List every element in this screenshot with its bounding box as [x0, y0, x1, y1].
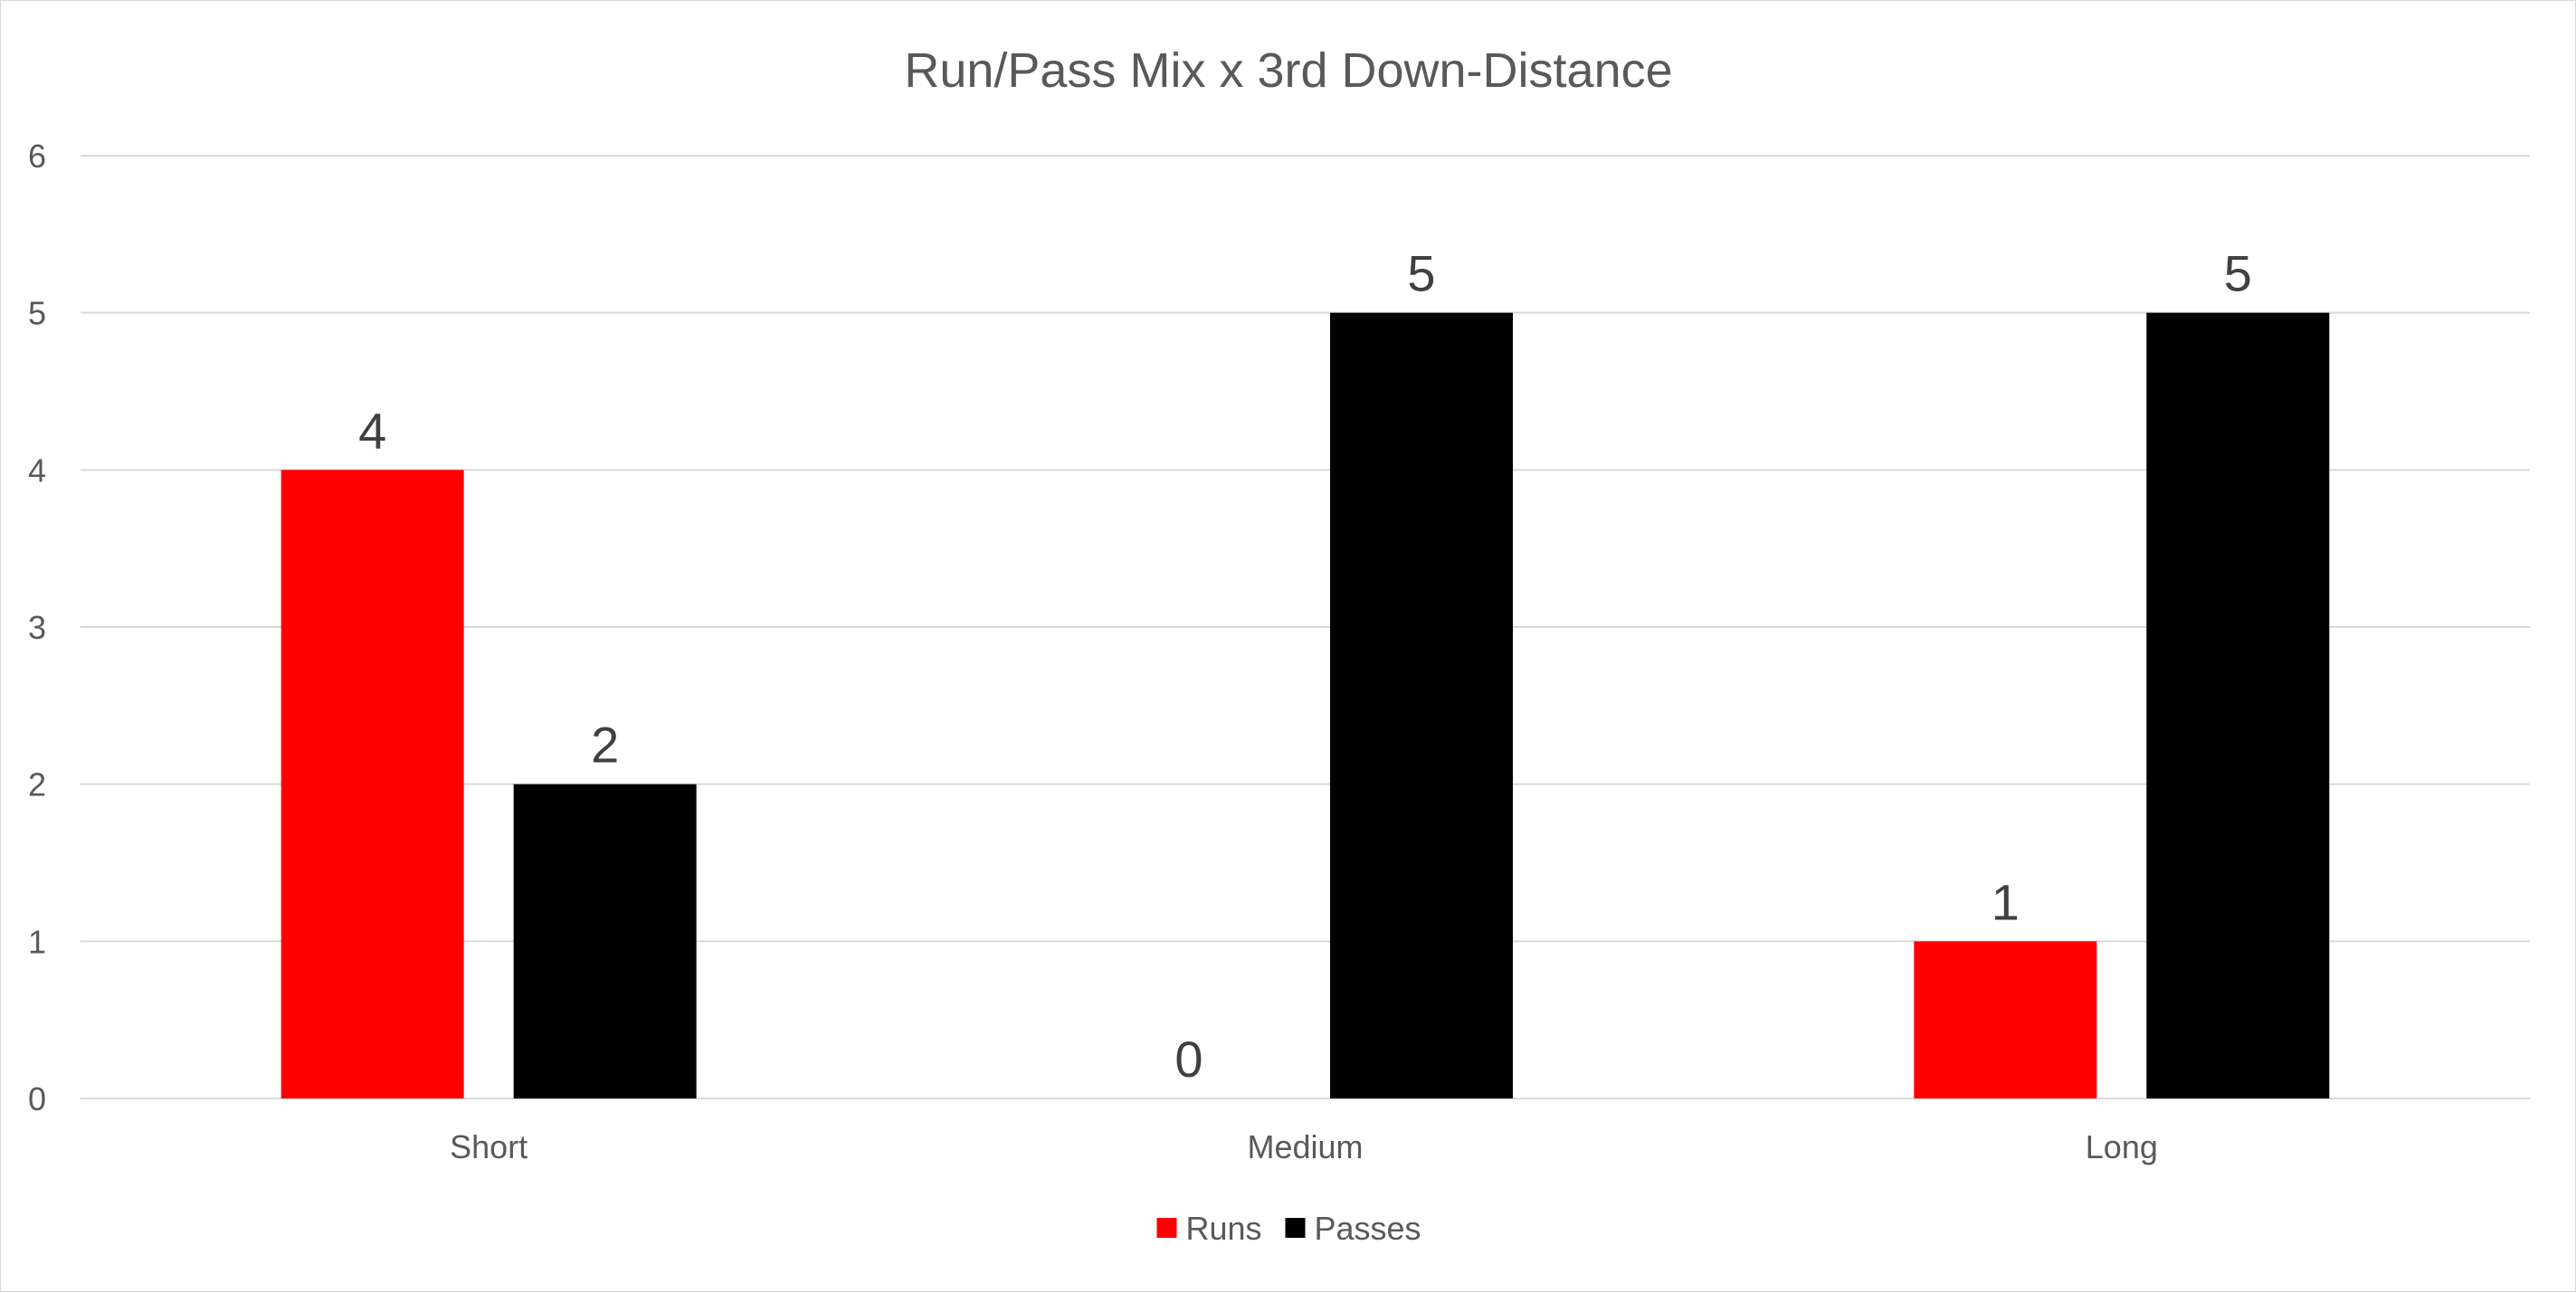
data-labels: 4 2 0 5 1 5: [358, 245, 2252, 1088]
data-label: 2: [591, 717, 619, 774]
x-category-label: Medium: [1247, 1128, 1363, 1165]
bar-passes-long: [2146, 312, 2330, 1099]
data-label: 0: [1174, 1031, 1202, 1088]
data-label: 5: [1407, 245, 1435, 302]
y-tick-label: 1: [28, 923, 46, 960]
data-label: 4: [358, 402, 386, 459]
bars: [280, 312, 2330, 1099]
y-tick-label: 0: [28, 1080, 46, 1117]
data-label: 1: [1991, 873, 2020, 930]
legend-swatch: [1285, 1218, 1306, 1238]
bar-passes-short: [513, 784, 697, 1098]
y-tick-label: 5: [28, 295, 46, 332]
y-tick-label: 2: [28, 766, 46, 803]
legend: Runs Passes: [1156, 1210, 1421, 1247]
x-category-label: Short: [450, 1128, 528, 1165]
legend-label: Runs: [1186, 1210, 1262, 1247]
x-category-label: Long: [2086, 1128, 2158, 1165]
y-tick-label: 3: [28, 609, 46, 646]
bar-runs-long: [1914, 941, 2097, 1098]
y-tick-label: 6: [28, 138, 46, 175]
data-label: 5: [2224, 245, 2252, 302]
legend-item-passes: Passes: [1285, 1210, 1421, 1247]
gridlines: [81, 155, 2530, 1099]
bar-runs-short: [280, 470, 464, 1098]
legend-label: Passes: [1315, 1210, 1421, 1247]
x-axis-category-labels: Short Medium Long: [450, 1128, 2158, 1165]
legend-item-runs: Runs: [1156, 1210, 1262, 1247]
y-tick-label: 4: [28, 452, 46, 489]
y-axis-tick-labels: 0 1 2 3 4 5 6: [28, 138, 46, 1117]
bar-passes-medium: [1330, 312, 1513, 1099]
legend-swatch: [1156, 1218, 1177, 1238]
chart-title: Run/Pass Mix x 3rd Down-Distance: [904, 43, 1672, 98]
